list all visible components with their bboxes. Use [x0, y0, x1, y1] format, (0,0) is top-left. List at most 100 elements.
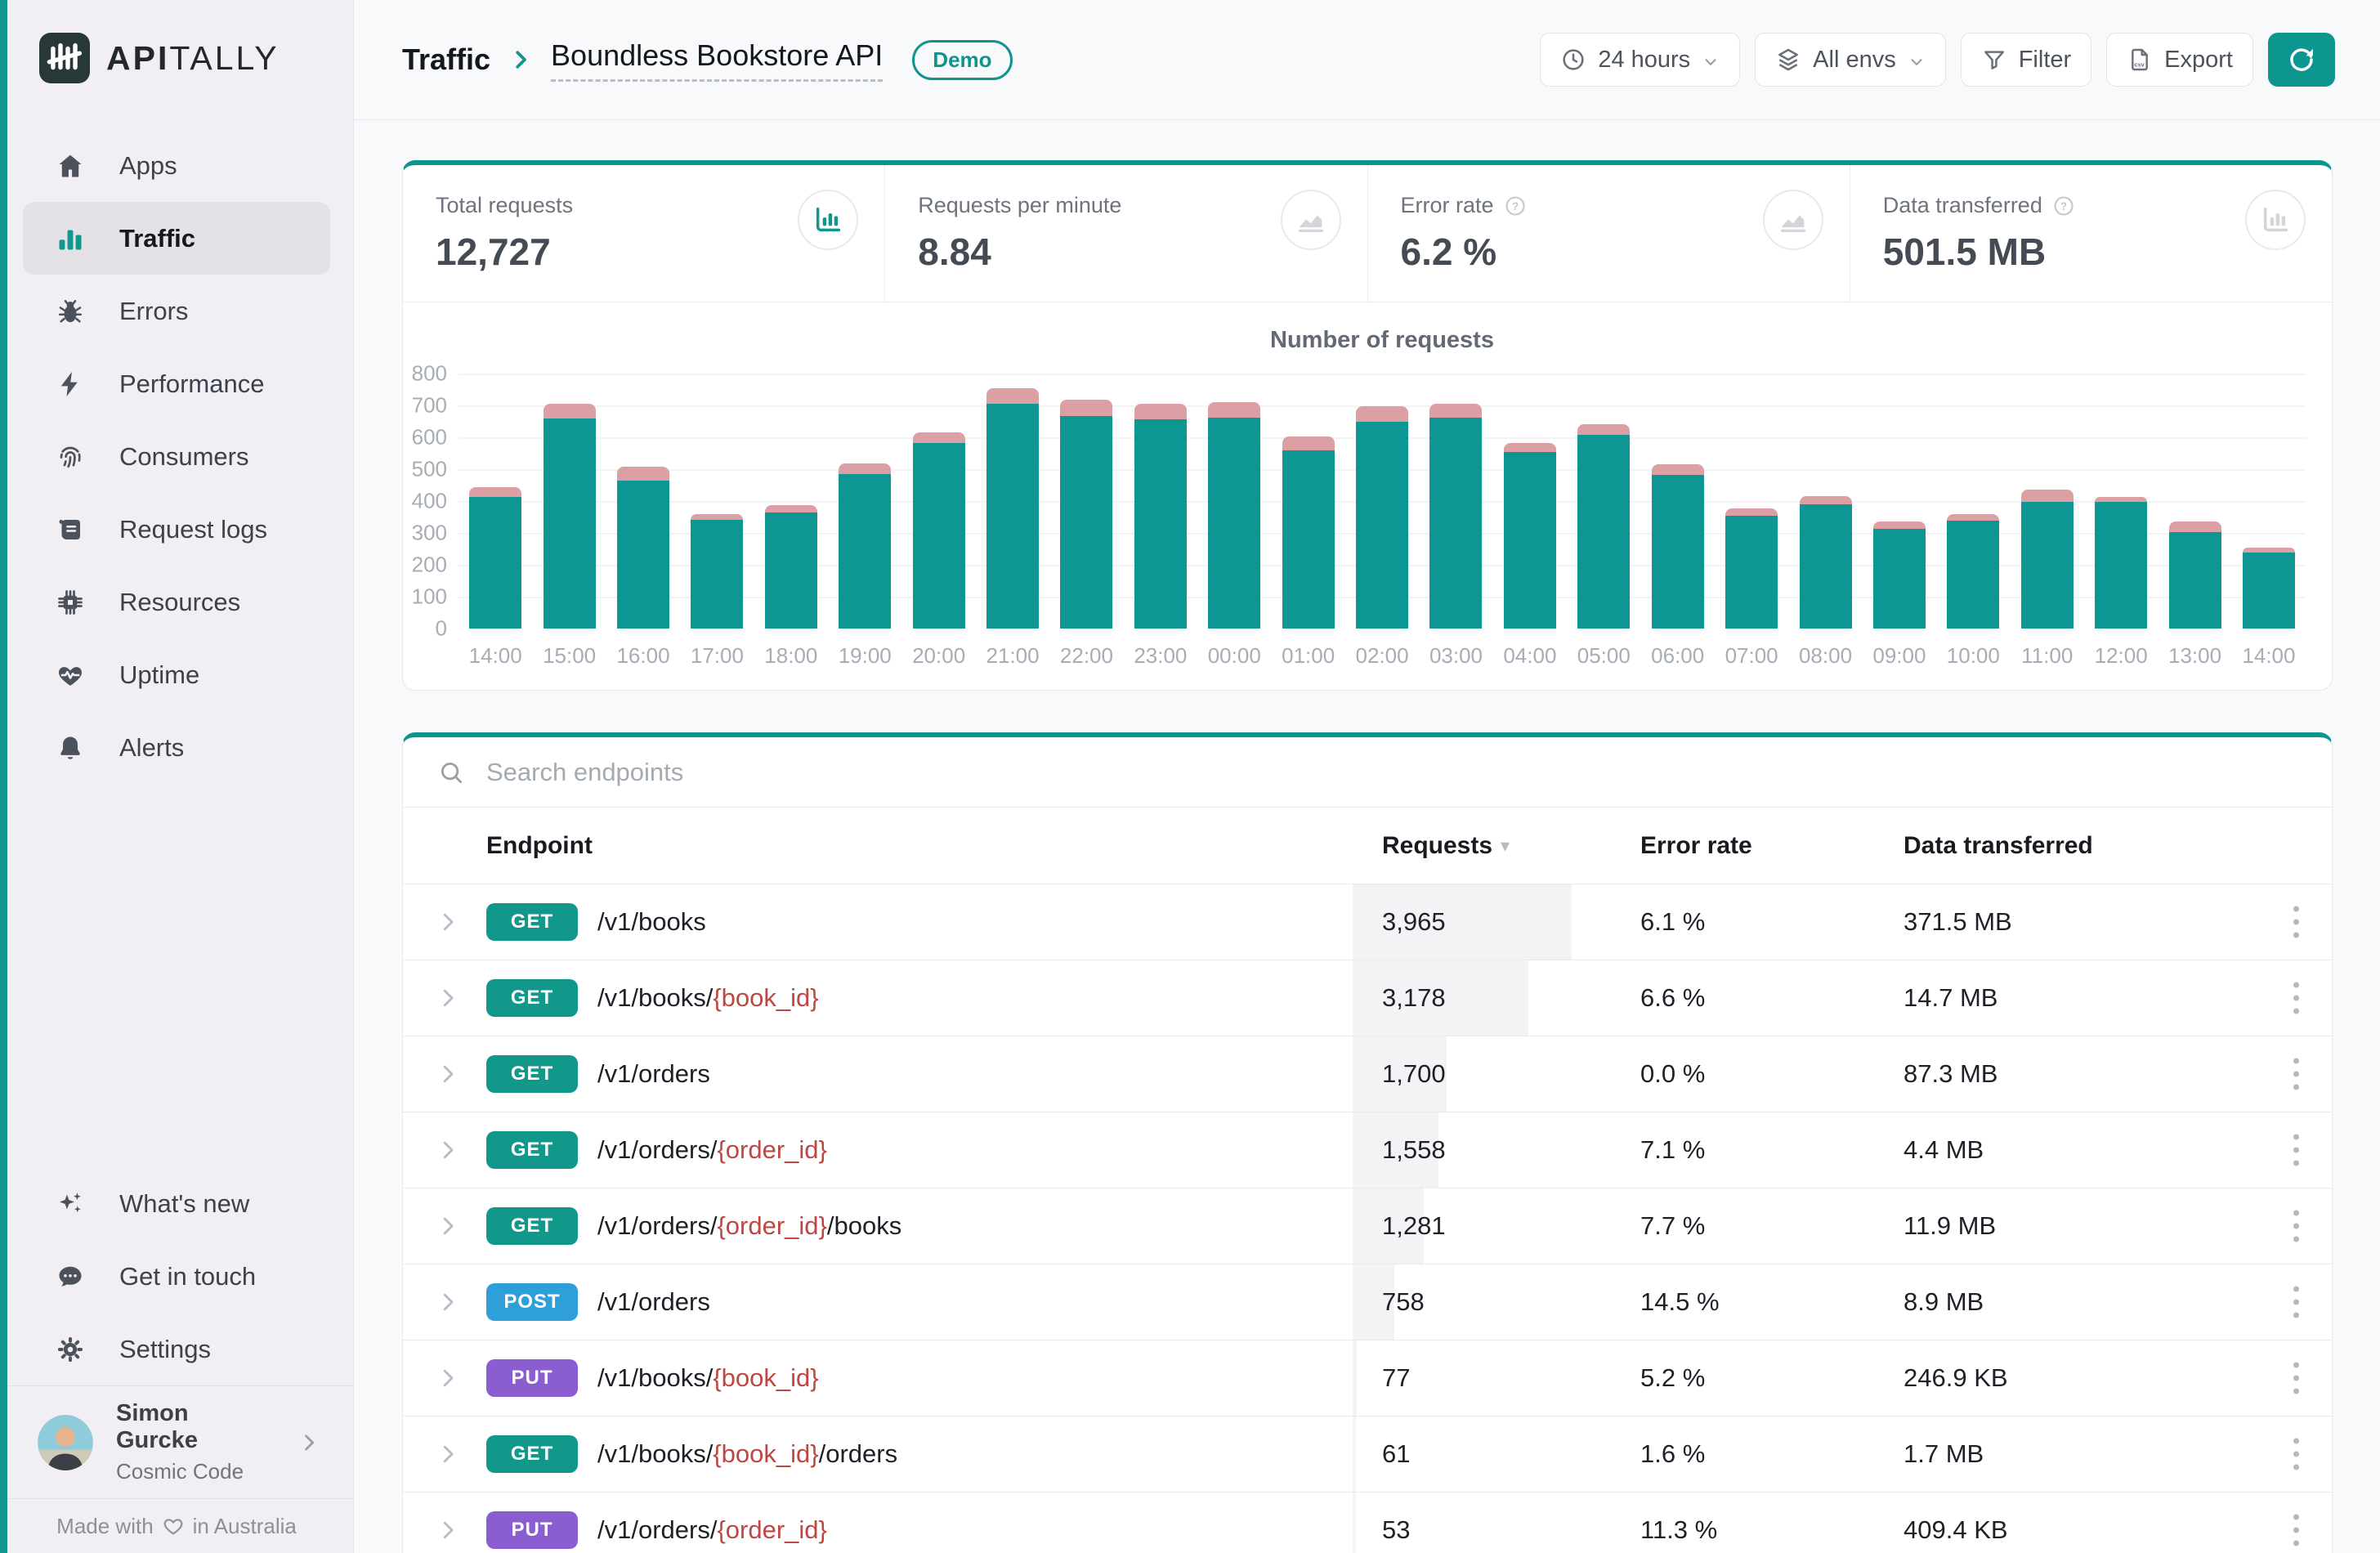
chart-bar-18:00[interactable] — [754, 374, 828, 629]
chart-bar-19:00[interactable] — [828, 374, 901, 629]
stat-label: Requests per minute — [918, 193, 1121, 218]
row-menu-icon[interactable] — [2288, 1282, 2304, 1323]
stat-chart-toggle[interactable] — [1763, 190, 1823, 250]
breadcrumb-section[interactable]: Traffic — [402, 43, 490, 77]
sidebar-item-traffic[interactable]: Traffic — [23, 202, 330, 275]
expand-row-icon[interactable] — [436, 1138, 460, 1162]
chart-bar-00:00[interactable] — [1197, 374, 1271, 629]
bar-success-segment — [544, 418, 596, 629]
column-header-data-transferred[interactable]: Data transferred — [1904, 832, 2093, 860]
endpoint-row[interactable]: PUT/v1/books/{book_id}775.2 %246.9 KB — [403, 1340, 2332, 1416]
row-menu-icon[interactable] — [2288, 1358, 2304, 1399]
expand-row-icon[interactable] — [436, 1366, 460, 1390]
sidebar-item-alerts[interactable]: Alerts — [0, 711, 353, 784]
brand[interactable]: APITALLY — [0, 0, 353, 83]
row-menu-icon[interactable] — [2288, 1054, 2304, 1095]
user-name: Simon Gurcke — [116, 1400, 275, 1454]
help-icon[interactable]: ? — [2052, 195, 2075, 217]
sidebar-item-get-in-touch[interactable]: Get in touch — [0, 1240, 353, 1313]
stat-chart-toggle[interactable] — [1281, 190, 1341, 250]
stat-chart-toggle[interactable] — [2245, 190, 2306, 250]
endpoint-path: /v1/orders — [597, 1287, 710, 1317]
x-axis-tick: 03:00 — [1419, 643, 1492, 669]
endpoint-row[interactable]: GET/v1/orders/{order_id}/books1,2817.7 %… — [403, 1188, 2332, 1264]
chart-bar-10:00[interactable] — [1936, 374, 2010, 629]
expand-row-icon[interactable] — [436, 986, 460, 1010]
stat-chart-toggle[interactable] — [798, 190, 858, 250]
chart-bar-13:00[interactable] — [2158, 374, 2231, 629]
row-menu-icon[interactable] — [2288, 978, 2304, 1019]
expand-row-icon[interactable] — [436, 1518, 460, 1542]
chart-bar-05:00[interactable] — [1567, 374, 1640, 629]
expand-row-icon[interactable] — [436, 1442, 460, 1466]
logs-icon — [56, 515, 85, 544]
refresh-button[interactable] — [2268, 33, 2335, 87]
sidebar-item-request-logs[interactable]: Request logs — [0, 493, 353, 566]
search-icon — [437, 759, 465, 786]
bar-errors-segment — [2021, 490, 2074, 503]
chart-bar-21:00[interactable] — [976, 374, 1049, 629]
chart-bar-14:00[interactable] — [2232, 374, 2306, 629]
row-menu-icon[interactable] — [2288, 902, 2304, 943]
path-param: {order_id} — [717, 1135, 826, 1164]
export-button[interactable]: csv Export — [2106, 33, 2253, 87]
chart-bar-03:00[interactable] — [1419, 374, 1492, 629]
endpoint-row[interactable]: GET/v1/orders/{order_id}1,5587.1 %4.4 MB — [403, 1112, 2332, 1188]
path-text: /v1/books/ — [597, 1439, 713, 1468]
chart-bar-06:00[interactable] — [1641, 374, 1715, 629]
time-range-select[interactable]: 24 hours — [1540, 33, 1740, 87]
endpoint-row[interactable]: GET/v1/books3,9656.1 %371.5 MB — [403, 884, 2332, 960]
filter-button[interactable]: Filter — [1961, 33, 2091, 87]
chart-bar-16:00[interactable] — [606, 374, 680, 629]
row-menu-icon[interactable] — [2288, 1434, 2304, 1475]
endpoint-row[interactable]: GET/v1/orders1,7000.0 %87.3 MB — [403, 1036, 2332, 1112]
chart-bar-23:00[interactable] — [1124, 374, 1197, 629]
endpoint-row[interactable]: GET/v1/books/{book_id}/orders611.6 %1.7 … — [403, 1416, 2332, 1493]
endpoint-row[interactable]: POST/v1/orders75814.5 %8.9 MB — [403, 1264, 2332, 1340]
method-badge: GET — [486, 1435, 578, 1473]
row-menu-icon[interactable] — [2288, 1206, 2304, 1247]
chart-bar-17:00[interactable] — [680, 374, 754, 629]
breadcrumb-app-name[interactable]: Boundless Bookstore API — [551, 38, 883, 82]
chart-bar-09:00[interactable] — [1863, 374, 1936, 629]
sidebar-item-consumers[interactable]: Consumers — [0, 420, 353, 493]
endpoint-row[interactable]: PUT/v1/orders/{order_id}5311.3 %409.4 KB — [403, 1493, 2332, 1553]
chart-bar-11:00[interactable] — [2011, 374, 2084, 629]
x-axis-tick: 18:00 — [754, 643, 828, 669]
requests-value: 1,281 — [1382, 1211, 1446, 1241]
column-header-endpoint[interactable]: Endpoint — [486, 832, 593, 860]
sidebar-item-apps[interactable]: Apps — [0, 129, 353, 202]
column-header-error-rate[interactable]: Error rate — [1640, 832, 1752, 860]
chart-bar-15:00[interactable] — [532, 374, 606, 629]
chart-bar-02:00[interactable] — [1345, 374, 1419, 629]
chart-bar-12:00[interactable] — [2084, 374, 2158, 629]
column-header-requests[interactable]: Requests ▾ — [1382, 832, 1510, 860]
bar-errors-segment — [1725, 508, 1778, 516]
data-transferred-value: 14.7 MB — [1904, 983, 1998, 1013]
expand-row-icon[interactable] — [436, 1214, 460, 1238]
user-menu[interactable]: Simon Gurcke Cosmic Code — [0, 1385, 353, 1499]
chart-bar-04:00[interactable] — [1493, 374, 1567, 629]
expand-row-icon[interactable] — [436, 1062, 460, 1086]
environment-select[interactable]: All envs — [1755, 33, 1946, 87]
chart-bar-14:00[interactable] — [459, 374, 532, 629]
sidebar-item-performance[interactable]: Performance — [0, 347, 353, 420]
sidebar-item-resources[interactable]: Resources — [0, 566, 353, 638]
chart-bar-22:00[interactable] — [1049, 374, 1123, 629]
row-menu-icon[interactable] — [2288, 1130, 2304, 1171]
sidebar-item-errors[interactable]: Errors — [0, 275, 353, 347]
x-axis-tick: 11:00 — [2011, 643, 2084, 669]
chart-bar-08:00[interactable] — [1788, 374, 1862, 629]
sidebar-item-uptime[interactable]: Uptime — [0, 638, 353, 711]
chart-bar-07:00[interactable] — [1715, 374, 1788, 629]
row-menu-icon[interactable] — [2288, 1510, 2304, 1551]
sidebar-item-what-s-new[interactable]: What's new — [0, 1167, 353, 1240]
help-icon[interactable]: ? — [1504, 195, 1527, 217]
expand-row-icon[interactable] — [436, 1290, 460, 1314]
chart-bar-01:00[interactable] — [1271, 374, 1344, 629]
endpoint-row[interactable]: GET/v1/books/{book_id}3,1786.6 %14.7 MB — [403, 960, 2332, 1036]
sidebar-item-settings[interactable]: Settings — [0, 1313, 353, 1385]
expand-row-icon[interactable] — [436, 910, 460, 934]
search-input[interactable] — [486, 758, 1957, 787]
chart-bar-20:00[interactable] — [901, 374, 975, 629]
